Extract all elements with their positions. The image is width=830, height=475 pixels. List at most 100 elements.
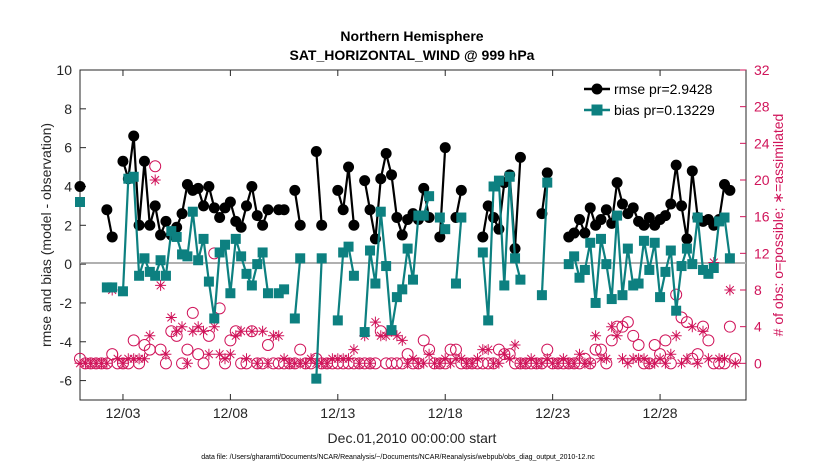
rmse-point — [101, 204, 113, 216]
obs-possible-marker — [659, 334, 672, 347]
legend-bias-marker — [591, 104, 603, 116]
obs-assimilated-marker — [541, 353, 553, 365]
bias-point — [257, 247, 268, 258]
obs-assimilated-marker — [729, 357, 741, 369]
obs-assimilated-marker — [686, 321, 698, 333]
rmse-point — [224, 196, 236, 208]
bias-line — [540, 182, 549, 296]
rmse-point — [493, 223, 505, 235]
obs-assimilated-marker — [719, 353, 730, 365]
obs-possible-marker — [186, 306, 199, 319]
obs-assimilated-marker — [606, 321, 618, 333]
bias-point — [187, 206, 198, 217]
obs-assimilated-marker — [348, 344, 360, 356]
bias-point — [638, 235, 649, 246]
rmse-point — [418, 182, 430, 194]
y-tick-label: 10 — [56, 62, 72, 78]
bias-point — [542, 177, 553, 188]
rmse-point — [439, 142, 451, 154]
obs-possible-marker — [589, 343, 602, 356]
obs-possible-marker — [702, 334, 715, 347]
obs-assimilated-marker — [262, 357, 274, 369]
rmse-point — [391, 212, 403, 224]
y2-tick-label: 12 — [754, 245, 770, 261]
lines-layer — [74, 130, 736, 384]
y-tick-label: 6 — [64, 140, 72, 156]
bias-point — [595, 233, 606, 244]
obs-assimilated-marker — [525, 353, 537, 365]
bias-point — [660, 266, 671, 277]
rmse-point — [117, 155, 129, 167]
x-tick-label: 12/18 — [428, 405, 463, 421]
obs-assimilated-marker — [482, 344, 494, 356]
ticks-layer: 12/03 12/08 12/13 12/18 12/23 12/28-6-4-20246… — [56, 62, 769, 421]
obs-assimilated-marker — [611, 330, 623, 342]
y2-tick-label: 32 — [754, 62, 770, 78]
bias-point — [671, 305, 682, 316]
rmse-point — [477, 231, 489, 243]
bias-point — [590, 297, 601, 308]
obs-possible-marker — [627, 329, 640, 342]
bias-point — [375, 206, 386, 217]
bias-point — [493, 175, 504, 186]
obs-assimilated-marker — [139, 353, 150, 365]
obs-assimilated-marker — [622, 357, 634, 369]
bias-point — [203, 276, 214, 287]
rmse-point — [160, 215, 172, 227]
obs-assimilated-marker — [676, 357, 687, 369]
bias-point — [262, 288, 273, 299]
x-tick-label: 12/23 — [535, 405, 570, 421]
bias-point — [676, 261, 687, 272]
bias-point — [477, 247, 488, 258]
obs-possible-marker — [127, 334, 140, 347]
rmse-point — [574, 213, 585, 225]
obs-assimilated-marker — [144, 330, 156, 342]
obs-possible-marker — [723, 320, 736, 333]
bias-point — [606, 294, 617, 305]
legend-rmse-label: rmse pr=2.9428 — [614, 81, 713, 97]
bias-point — [123, 173, 134, 184]
bias-point — [601, 259, 612, 270]
obs-assimilated-marker — [466, 357, 478, 369]
obs-possible-marker — [294, 343, 307, 356]
bias-point — [499, 280, 510, 291]
obs-assimilated-marker — [638, 353, 650, 365]
bias-point — [536, 290, 547, 301]
rmse-point — [681, 233, 693, 245]
rmse-point — [386, 169, 398, 181]
obs-assimilated-marker — [208, 321, 220, 333]
obs-assimilated-marker — [665, 348, 677, 360]
obs-assimilated-marker — [241, 353, 252, 365]
obs-assimilated-marker — [198, 325, 209, 337]
obs-assimilated-marker — [659, 357, 671, 369]
obs-assimilated-marker — [380, 330, 392, 342]
y2-tick-label: 4 — [754, 319, 762, 335]
bias-point — [348, 270, 359, 281]
rmse-point — [348, 219, 360, 231]
obs-assimilated-marker — [439, 353, 451, 365]
bias-point — [381, 261, 392, 272]
obs-assimilated-marker — [273, 330, 285, 342]
obs-assimilated-marker — [396, 334, 408, 346]
bias-point — [139, 253, 150, 264]
rmse-point — [144, 219, 156, 231]
obs-assimilated-marker — [101, 357, 113, 369]
obs-assimilated-marker — [353, 357, 365, 369]
rmse-point — [176, 208, 188, 220]
rmse-point — [343, 161, 355, 173]
rmse-point — [396, 229, 408, 241]
obs-assimilated-marker — [423, 348, 435, 360]
bias-point — [440, 224, 451, 235]
obs-assimilated-marker — [584, 357, 596, 369]
bias-point — [246, 280, 257, 291]
bias-point — [628, 280, 639, 291]
rmse-point — [514, 151, 526, 163]
bias-point — [719, 212, 730, 223]
x-tick-label: 12/28 — [643, 405, 678, 421]
bias-point — [273, 288, 284, 299]
bias-point — [166, 226, 177, 237]
bias-point — [681, 243, 692, 254]
y-tick-label: -2 — [60, 295, 73, 311]
bias-point — [370, 278, 381, 289]
obs-possible-marker — [444, 343, 457, 356]
